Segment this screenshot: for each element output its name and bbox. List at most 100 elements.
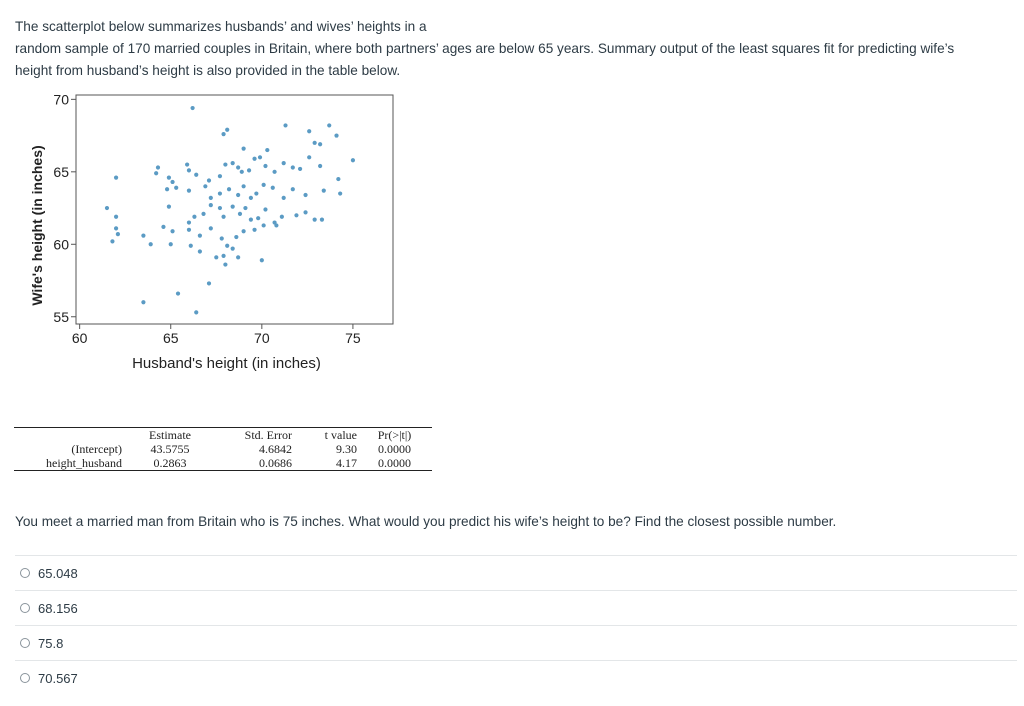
- data-point: [208, 203, 213, 208]
- option-label[interactable]: 68.156: [38, 600, 78, 616]
- data-point: [115, 232, 121, 237]
- data-point: [113, 214, 119, 219]
- data-point: [190, 105, 195, 111]
- answer-option[interactable]: 65.048: [15, 555, 1017, 590]
- intro-line-1: The scatterplot below summarizes husband…: [15, 19, 427, 34]
- radio-button[interactable]: [20, 638, 30, 648]
- data-point: [186, 168, 192, 173]
- data-point: [208, 226, 213, 231]
- data-point: [113, 175, 119, 180]
- option-label[interactable]: 65.048: [38, 565, 78, 581]
- radio-button[interactable]: [20, 603, 30, 613]
- data-point: [217, 191, 223, 196]
- data-point: [290, 165, 295, 170]
- radio-button[interactable]: [20, 568, 30, 578]
- data-point: [263, 163, 268, 169]
- data-point: [230, 161, 235, 166]
- cell-estimate: 0.2863: [153, 456, 187, 470]
- data-point: [217, 205, 223, 211]
- data-point: [312, 140, 317, 145]
- data-point: [312, 217, 317, 222]
- question-intro: The scatterplot below summarizes husband…: [15, 16, 1010, 82]
- data-point: [166, 175, 172, 180]
- data-point: [252, 227, 257, 232]
- data-point: [217, 174, 223, 179]
- data-point: [186, 220, 192, 225]
- x-tick-label: 70: [254, 330, 270, 346]
- regression-table: Estimate Std. Error t value Pr(>|t|) (In…: [14, 427, 432, 471]
- data-point: [166, 204, 172, 209]
- plot-frame: [75, 94, 394, 325]
- data-point: [290, 187, 295, 192]
- y-tick-label: 70: [53, 91, 69, 107]
- data-point: [318, 142, 323, 147]
- data-point: [239, 169, 244, 174]
- y-axis-label: Wife's height (in inches): [29, 145, 45, 305]
- cell-t-value: 4.17: [336, 456, 357, 470]
- answer-option[interactable]: 75.8: [15, 625, 1017, 660]
- data-point: [259, 258, 264, 263]
- data-point: [203, 184, 208, 189]
- cell-std-error: 4.6842: [259, 442, 292, 456]
- data-point: [164, 187, 170, 192]
- data-point: [319, 217, 325, 222]
- data-point: [214, 255, 219, 260]
- data-point: [270, 185, 275, 190]
- data-point: [263, 207, 268, 212]
- option-label[interactable]: 70.567: [38, 670, 78, 686]
- data-point: [226, 187, 232, 192]
- data-point: [307, 129, 312, 134]
- row-name-header: [14, 428, 134, 443]
- answer-option[interactable]: 68.156: [15, 590, 1017, 625]
- data-point: [104, 205, 110, 211]
- data-point: [256, 216, 261, 221]
- data-point: [206, 281, 212, 286]
- data-point: [241, 146, 246, 151]
- data-point: [248, 217, 253, 222]
- radio-button[interactable]: [20, 673, 30, 683]
- option-label[interactable]: 75.8: [38, 635, 64, 651]
- data-point: [230, 204, 235, 209]
- y-tick-label: 60: [53, 236, 69, 252]
- data-point: [274, 223, 279, 228]
- data-point: [174, 185, 179, 190]
- data-point: [257, 155, 263, 160]
- data-point: [170, 179, 175, 185]
- data-point: [223, 262, 228, 267]
- cell-t-value: 9.30: [336, 442, 357, 456]
- data-point: [197, 233, 202, 238]
- header-p-value: Pr(>|t|): [377, 428, 412, 442]
- data-point: [221, 253, 226, 258]
- data-point: [243, 205, 248, 211]
- header-std-error: Std. Error: [244, 428, 292, 442]
- data-point: [188, 243, 193, 248]
- data-point: [265, 147, 270, 153]
- question-text: You meet a married man from Britain who …: [15, 514, 837, 529]
- data-point: [154, 171, 159, 176]
- data-point: [186, 188, 192, 193]
- data-point: [110, 239, 115, 244]
- data-point: [272, 169, 277, 174]
- data-point: [234, 234, 239, 240]
- data-point: [223, 162, 228, 167]
- row-name: height_husband: [46, 456, 122, 470]
- data-point: [241, 184, 246, 189]
- data-point: [221, 132, 226, 137]
- data-point: [336, 176, 341, 182]
- data-point: [230, 246, 235, 251]
- data-point: [279, 214, 284, 219]
- data-point: [208, 195, 213, 201]
- intro-line-3: height from husband’s height is also pro…: [15, 63, 401, 78]
- data-point: [283, 123, 288, 128]
- data-point: [141, 233, 146, 238]
- data-point: [350, 158, 356, 163]
- data-point: [219, 236, 224, 241]
- x-tick-label: 75: [345, 330, 361, 346]
- data-point: [170, 229, 175, 234]
- data-point: [194, 310, 199, 315]
- data-point: [254, 191, 259, 196]
- y-tick-label: 65: [53, 164, 69, 180]
- answer-option[interactable]: 70.567: [15, 660, 1017, 695]
- x-tick-label: 65: [163, 330, 179, 346]
